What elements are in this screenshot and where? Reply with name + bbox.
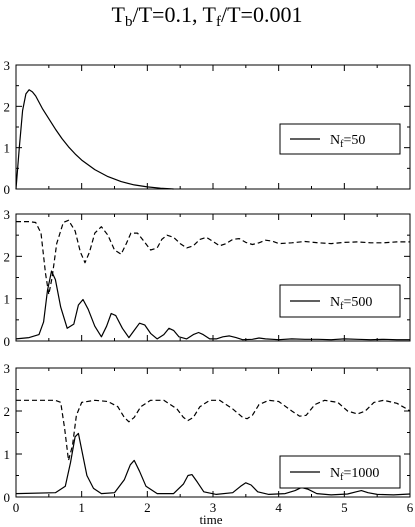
title-sub-1: b [125, 14, 133, 30]
legend-label-sub: f [340, 301, 344, 312]
y-tick-label: 1 [4, 292, 11, 307]
series-line-dashed [16, 219, 410, 295]
legend-label: Nf=1000 [330, 466, 379, 483]
y-tick-label: 2 [4, 249, 11, 264]
x-tick-label: 5 [341, 500, 348, 515]
legend-label: Nf=50 [330, 133, 365, 150]
series-line-solid [15, 432, 411, 496]
series-line-solid [15, 270, 410, 341]
chart-title: Tb/T=0.1, Tf/T=0.001 [112, 2, 303, 30]
legend-label-prefix: N [330, 466, 340, 481]
x-tick-label: 0 [13, 500, 20, 515]
legend: Nf=500 [279, 284, 401, 318]
y-tick-label: 0 [4, 182, 11, 197]
series-line-dashed [16, 399, 411, 461]
legend-label-sub: f [340, 139, 344, 150]
title-part-2: /T=0.1, T [132, 2, 216, 27]
title-sub-2: f [216, 14, 221, 30]
legend-label: Nf=500 [330, 295, 372, 312]
x-tick-label: 1 [78, 500, 85, 515]
y-tick-label: 1 [4, 141, 11, 156]
y-tick-label: 3 [4, 58, 11, 73]
x-tick-label: 4 [275, 500, 282, 515]
legend-label-sub: f [340, 472, 344, 483]
y-tick-label: 0 [4, 334, 11, 349]
title-part-1: T [112, 2, 126, 27]
legend-label-prefix: N [330, 133, 340, 148]
legend: Nf=1000 [279, 455, 401, 489]
legend-label-prefix: N [330, 295, 340, 310]
panel-top: 0 1 2 3 Nf=50 [4, 58, 411, 197]
y-tick-label: 1 [4, 447, 11, 462]
legend-label-suffix: =50 [343, 133, 365, 148]
y-tick-label: 2 [4, 404, 11, 419]
y-tick-label: 2 [4, 99, 11, 114]
legend-label-suffix: =1000 [343, 466, 379, 481]
x-tick-label: 3 [210, 500, 217, 515]
legend-label-suffix: =500 [343, 295, 372, 310]
y-tick-label: 0 [4, 490, 11, 505]
y-tick-label: 3 [4, 361, 11, 376]
x-axis-label: time [199, 512, 222, 527]
legend: Nf=50 [279, 123, 401, 155]
x-tick-label: 6 [407, 500, 414, 515]
title-part-3: /T=0.001 [221, 2, 302, 27]
panel-middle: 0 1 2 3 Nf=500 [4, 207, 411, 349]
y-tick-label: 3 [4, 207, 11, 222]
series-line-solid [15, 89, 174, 190]
panel-bottom: 0 1 2 3 4 5 6 0 1 2 3 Nf=1000 [4, 361, 414, 515]
x-tick-label: 2 [144, 500, 151, 515]
